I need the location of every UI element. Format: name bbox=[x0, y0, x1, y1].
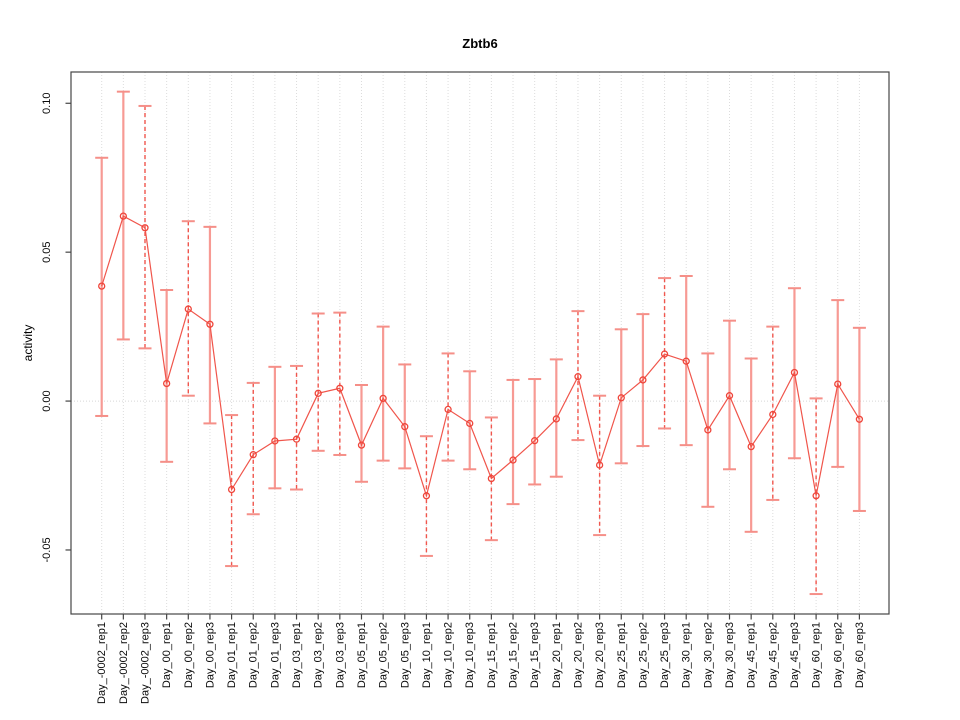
data-point bbox=[509, 456, 517, 464]
data-point bbox=[336, 384, 344, 392]
data-point bbox=[98, 282, 106, 290]
x-tick-label: Day_00_rep3 bbox=[204, 622, 216, 688]
y-tick-label: 0.00 bbox=[41, 390, 53, 411]
x-tick-label: Day_30_rep1 bbox=[681, 622, 693, 688]
x-tick-label: Day_45_rep3 bbox=[789, 622, 801, 688]
data-point bbox=[487, 474, 496, 483]
x-tick-label: Day_60_rep1 bbox=[811, 622, 823, 688]
x-tick-label: Day_15_rep2 bbox=[508, 622, 520, 688]
x-tick-label: Day_03_rep3 bbox=[334, 622, 346, 688]
x-tick-label: Day_25_rep2 bbox=[637, 622, 649, 688]
x-tick-label: Day_15_rep3 bbox=[529, 622, 541, 688]
x-tick-label: Day_05_rep3 bbox=[399, 622, 411, 688]
data-point bbox=[357, 441, 366, 449]
data-point bbox=[552, 415, 560, 423]
x-tick-label: Day_10_rep3 bbox=[464, 622, 476, 688]
data-point bbox=[206, 320, 214, 328]
x-tick-label: Day_20_rep1 bbox=[551, 622, 563, 688]
x-tick-label: Day_-0002_rep1 bbox=[96, 622, 108, 704]
data-point bbox=[444, 405, 452, 414]
data-point bbox=[855, 415, 864, 423]
x-tick-label: Day_45_rep1 bbox=[746, 622, 758, 688]
series-line bbox=[101, 215, 860, 498]
data-point bbox=[141, 224, 149, 232]
x-tick-label: Day_30_rep3 bbox=[724, 622, 736, 688]
x-tick-label: Day_00_rep2 bbox=[183, 622, 195, 688]
x-tick-label: Day_05_rep1 bbox=[356, 622, 368, 688]
data-point bbox=[574, 373, 582, 381]
data-point bbox=[401, 423, 409, 431]
data-point bbox=[790, 368, 799, 377]
x-tick-label: Day_30_rep2 bbox=[702, 622, 714, 688]
data-point bbox=[379, 394, 387, 403]
y-tick-label: 0.10 bbox=[41, 93, 53, 114]
x-tick-label: Day_03_rep2 bbox=[313, 622, 325, 688]
data-point bbox=[639, 376, 647, 384]
y-tick-label: -0.05 bbox=[41, 537, 53, 562]
x-tick-label: Day_25_rep3 bbox=[659, 622, 671, 688]
data-point bbox=[292, 435, 301, 443]
x-tick-label: Day_45_rep2 bbox=[767, 622, 779, 688]
data-point bbox=[769, 410, 777, 419]
x-tick-label: Day_20_rep2 bbox=[572, 622, 584, 688]
data-point bbox=[271, 437, 279, 445]
x-tick-label: Day_01_rep2 bbox=[248, 622, 260, 688]
data-point bbox=[314, 389, 322, 397]
data-point bbox=[660, 350, 669, 358]
x-tick-label: Day_01_rep1 bbox=[226, 622, 238, 688]
data-point bbox=[531, 437, 539, 445]
x-tick-label: Day_10_rep2 bbox=[443, 622, 455, 688]
data-point bbox=[162, 379, 171, 388]
data-point bbox=[249, 451, 257, 459]
x-tick-label: Day_15_rep1 bbox=[486, 622, 498, 688]
data-point bbox=[682, 357, 690, 365]
axis-box bbox=[70, 71, 890, 615]
data-point bbox=[422, 492, 431, 500]
data-point bbox=[119, 212, 127, 220]
x-tick-label: Day_60_rep2 bbox=[832, 622, 844, 688]
data-point bbox=[747, 442, 755, 451]
data-point bbox=[725, 392, 734, 400]
chart-title: Zbtb6 bbox=[462, 36, 498, 51]
y-axis-label: activity bbox=[21, 324, 35, 362]
data-point bbox=[595, 461, 604, 469]
x-tick-label: Day_20_rep3 bbox=[594, 622, 606, 688]
x-tick-label: Day_01_rep3 bbox=[269, 622, 281, 688]
y-tick-label: 0.05 bbox=[41, 241, 53, 262]
x-tick-label: Day_60_rep3 bbox=[854, 622, 866, 688]
x-tick-label: Day_03_rep1 bbox=[291, 622, 303, 688]
data-point bbox=[184, 305, 192, 313]
x-tick-label: Day_-0002_rep3 bbox=[139, 622, 151, 704]
data-point bbox=[812, 492, 820, 500]
x-tick-label: Day_05_rep2 bbox=[378, 622, 390, 688]
data-point bbox=[227, 485, 236, 494]
x-tick-label: Day_-0002_rep2 bbox=[118, 622, 130, 704]
data-point bbox=[617, 394, 625, 402]
x-tick-label: Day_00_rep1 bbox=[161, 622, 173, 688]
x-tick-label: Day_25_rep1 bbox=[616, 622, 628, 688]
data-point bbox=[466, 419, 474, 428]
x-tick-label: Day_10_rep1 bbox=[421, 622, 433, 688]
data-point bbox=[834, 380, 842, 388]
data-point bbox=[704, 426, 712, 434]
